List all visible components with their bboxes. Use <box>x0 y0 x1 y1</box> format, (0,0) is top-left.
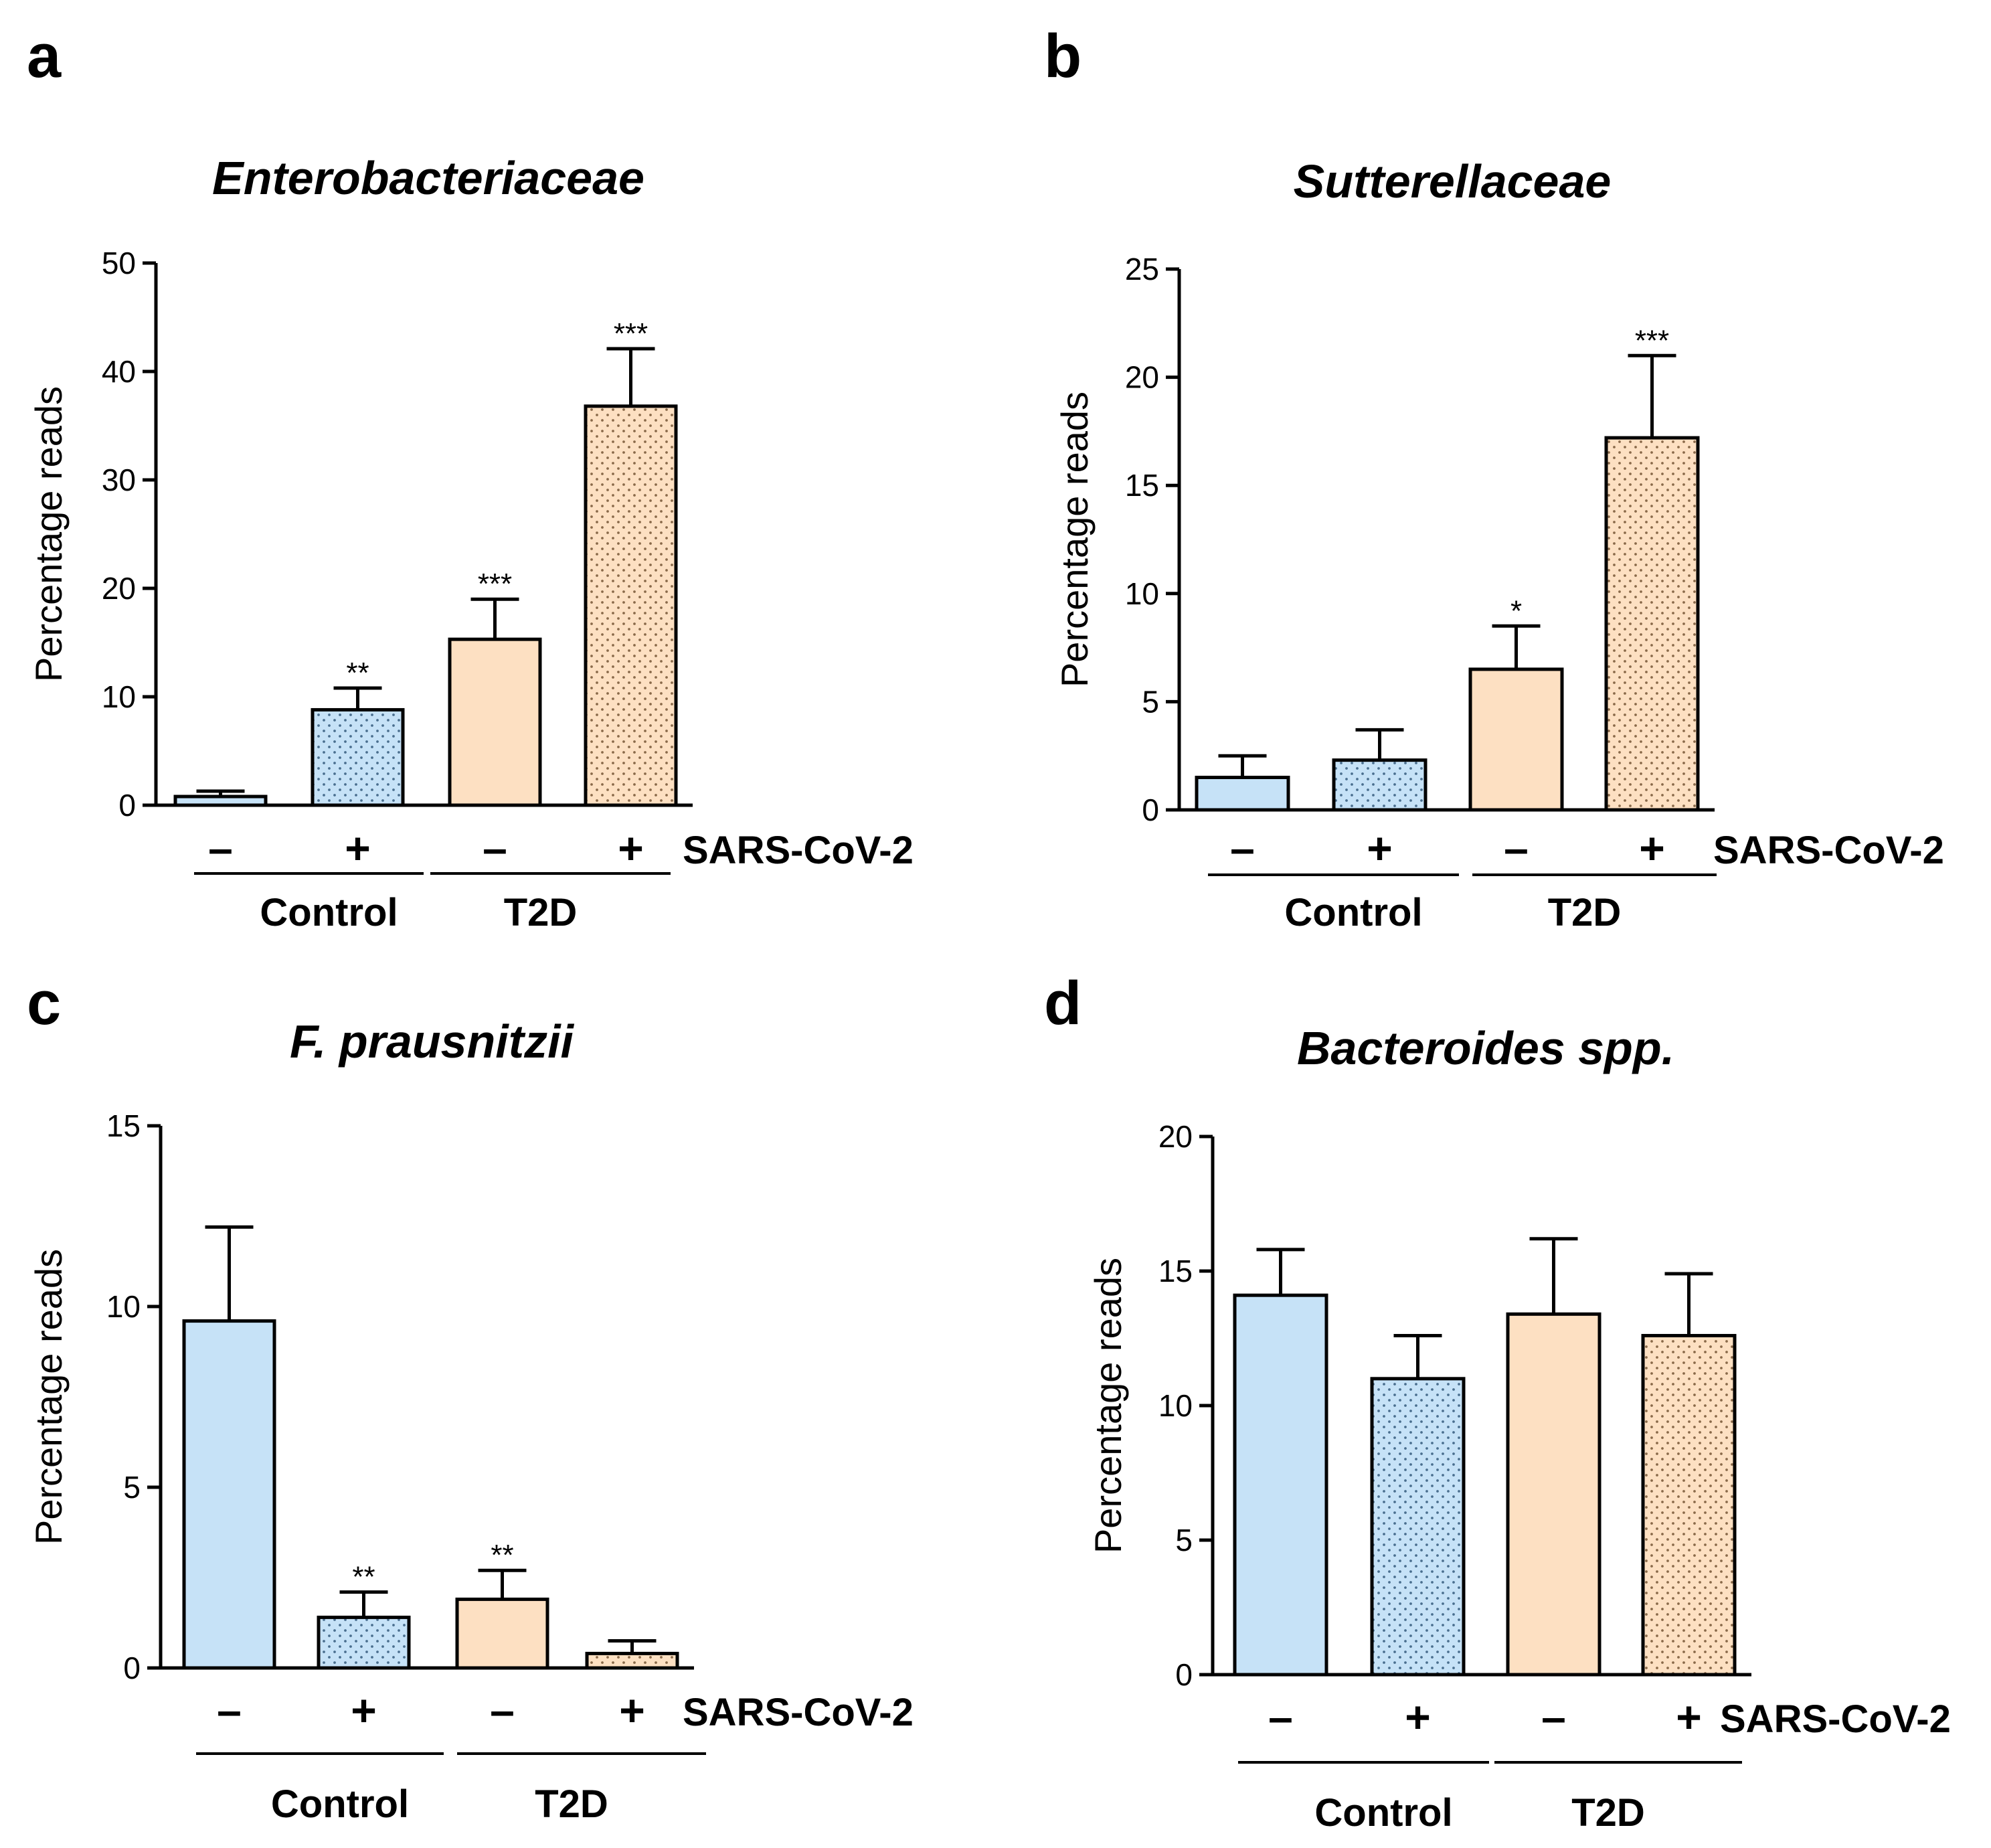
group-label-t2d: T2D <box>1571 1791 1645 1835</box>
category-label: – <box>1541 1692 1566 1742</box>
category-label: + <box>1676 1692 1702 1742</box>
bar-t2d-plus <box>1641 1333 1737 1677</box>
significance-label: ** <box>352 1561 375 1594</box>
bar-control-plus <box>1370 1377 1466 1677</box>
category-label: – <box>1268 1692 1293 1742</box>
category-label: + <box>351 1685 377 1735</box>
factor-label: SARS-CoV-2 <box>683 829 914 872</box>
group-label-t2d: T2D <box>535 1782 608 1826</box>
significance-label: * <box>1510 594 1522 627</box>
panel-a: a Enterobacteriaceae 0 10 20 30 40 50 Percenta… <box>27 22 914 934</box>
bar-t2d-plus <box>1604 436 1700 812</box>
significance-label: *** <box>614 317 648 350</box>
y-tick-label: 20 <box>1158 1119 1193 1154</box>
y-tick-label: 0 <box>1175 1657 1193 1692</box>
group-label-control: Control <box>1284 891 1422 934</box>
y-axis-label: Percentage reads <box>1053 392 1096 687</box>
panel-letter-b: b <box>1044 22 1081 90</box>
bar-control-minus <box>1195 776 1290 812</box>
category-label: + <box>345 823 371 873</box>
y-tick-label: 25 <box>1125 252 1159 286</box>
category-label: + <box>619 1685 645 1735</box>
group-label-t2d: T2D <box>504 891 578 934</box>
significance-label: ** <box>346 657 369 689</box>
y-tick-label: 50 <box>102 246 136 280</box>
bar-control-plus <box>1332 758 1427 812</box>
significance-label: *** <box>1635 324 1669 357</box>
category-label: + <box>1405 1692 1431 1742</box>
category-label: – <box>1504 823 1529 873</box>
bar-t2d-plus <box>585 1651 679 1670</box>
y-tick-label: 10 <box>1125 576 1159 611</box>
bar-t2d-minus <box>448 637 542 807</box>
category-label: – <box>217 1685 242 1735</box>
bar-t2d-minus <box>1506 1312 1602 1677</box>
y-tick-label: 0 <box>1142 792 1159 827</box>
factor-label: SARS-CoV-2 <box>683 1691 914 1734</box>
y-tick-label: 15 <box>1158 1254 1193 1288</box>
bar-t2d-plus <box>584 404 678 807</box>
factor-label: SARS-CoV-2 <box>1713 829 1944 872</box>
category-label: + <box>618 823 644 873</box>
bar-control-plus <box>311 707 405 807</box>
panel-letter-c: c <box>27 969 61 1037</box>
panel-c-title: F. prausnitzii <box>290 1015 574 1068</box>
panel-b-plot: 0 5 10 15 20 25 Percentage reads – + * – *** + SARS-C… <box>1053 252 1944 934</box>
bar-control-minus <box>182 1319 276 1670</box>
y-tick-label: 40 <box>102 354 136 389</box>
panel-d-plot: 0 5 10 15 20 Percentage reads – + – + SARS-CoV-2 Co… <box>1087 1119 1951 1835</box>
panel-letter-d: d <box>1044 969 1081 1037</box>
y-axis-label: Percentage reads <box>27 1249 70 1545</box>
panel-c-plot: 0 5 10 15 Percentage reads – ** + ** – + SARS-CoV-2… <box>27 1108 914 1826</box>
panel-d: d Bacteroides spp. 0 5 10 15 20 Percentage re… <box>1044 969 1951 1835</box>
category-label: + <box>1367 823 1393 873</box>
y-tick-label: 5 <box>1175 1523 1193 1558</box>
group-label-t2d: T2D <box>1548 891 1622 934</box>
category-label: – <box>490 1685 515 1735</box>
bar-t2d-minus <box>1468 667 1564 812</box>
y-tick-label: 5 <box>1142 684 1159 719</box>
bar-t2d-minus <box>455 1597 549 1670</box>
category-label: – <box>208 823 233 873</box>
panel-a-plot: 0 10 20 30 40 50 Percentage reads – ** + *** – *** + S… <box>27 246 914 934</box>
panel-letter-a: a <box>27 22 62 90</box>
y-axis-label: Percentage reads <box>1087 1258 1129 1553</box>
panel-d-title: Bacteroides spp. <box>1297 1022 1674 1074</box>
y-tick-label: 10 <box>1158 1388 1193 1423</box>
y-tick-label: 20 <box>1125 360 1159 395</box>
y-tick-label: 0 <box>118 788 136 823</box>
y-axis-label: Percentage reads <box>27 386 70 682</box>
category-label: + <box>1639 823 1665 873</box>
y-tick-label: 15 <box>106 1108 141 1143</box>
panel-b-title: Sutterellaceae <box>1294 155 1612 207</box>
significance-label: ** <box>491 1539 513 1572</box>
y-tick-label: 10 <box>106 1289 141 1324</box>
group-label-control: Control <box>1314 1791 1452 1835</box>
panel-a-title: Enterobacteriaceae <box>212 152 644 204</box>
y-tick-label: 10 <box>102 679 136 714</box>
group-label-control: Control <box>260 891 398 934</box>
category-label: – <box>483 823 507 873</box>
panel-b: b Sutterellaceae 0 5 10 15 20 25 Percentage re… <box>1044 22 1944 934</box>
significance-label: *** <box>478 568 512 600</box>
bar-control-plus <box>317 1615 411 1670</box>
y-tick-label: 20 <box>102 571 136 606</box>
bar-control-minus <box>173 794 268 807</box>
group-label-control: Control <box>271 1782 409 1826</box>
factor-label: SARS-CoV-2 <box>1720 1697 1951 1741</box>
y-tick-label: 15 <box>1125 468 1159 503</box>
bar-control-minus <box>1233 1293 1328 1677</box>
y-tick-label: 5 <box>123 1470 141 1505</box>
category-label: – <box>1230 823 1255 873</box>
y-tick-label: 0 <box>123 1651 141 1685</box>
panel-c: c F. prausnitzii 0 5 10 15 Percentage reads –… <box>27 969 914 1826</box>
y-tick-label: 30 <box>102 463 136 497</box>
